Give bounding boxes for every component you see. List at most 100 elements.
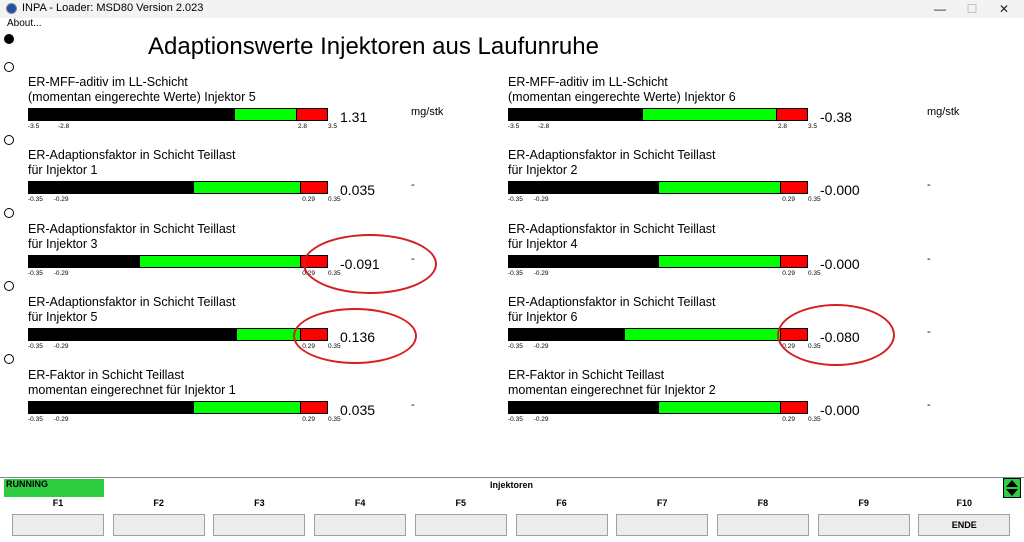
gauge-unit: mg/stk (927, 106, 960, 118)
radio-2[interactable] (4, 62, 14, 72)
gauge-tick-label: 0.29 (302, 416, 315, 423)
gauge-tick-label: -0.29 (533, 343, 549, 350)
gauge-bar (28, 255, 328, 268)
gauge-tick-label: -0.29 (53, 196, 69, 203)
gauge-tick-label: -0.29 (533, 416, 549, 423)
fkey-button-5[interactable] (414, 514, 507, 536)
gauge-tick-label: -2.8 (538, 123, 550, 130)
gauge-label-line2: momentan eingerechnet für Injektor 2 (508, 383, 716, 397)
fkey-label-9: F9 (858, 498, 869, 508)
gauge-fill (29, 329, 238, 340)
gauge-tick-label: -0.29 (533, 270, 549, 277)
gauge-tick-label: -3.5 (508, 123, 520, 130)
fkey-label-8: F8 (757, 498, 769, 508)
close-icon[interactable]: ✕ (998, 2, 1010, 16)
menu-bar: About... (0, 18, 1024, 30)
radio-3[interactable] (4, 135, 14, 145)
fkey-label-4: F4 (354, 498, 366, 508)
title-bar: INPA - Loader: MSD80 Version 2.023 — ☐ ✕ (0, 0, 1024, 18)
gauge-label-line1: ER-Adaptionsfaktor in Schicht Teillast (28, 295, 236, 309)
radio-1[interactable] (4, 34, 14, 44)
fkey-label-10: F10 (956, 498, 973, 508)
gauge-fill (29, 402, 194, 413)
gauge-bar (508, 108, 808, 121)
gauge-zone-high (781, 256, 807, 267)
fkey-label-7: F7 (656, 498, 668, 508)
gauge-value: 0.035 (340, 402, 376, 418)
scroll-arrows-icon[interactable] (1003, 478, 1021, 498)
gauge-tick-label: -0.29 (53, 270, 69, 277)
gauge-label-line1: ER-Adaptionsfaktor in Schicht Teillast (28, 222, 236, 236)
gauge-tick-label: 0.29 (302, 196, 315, 203)
gauge-tick-label: -2.8 (58, 123, 70, 130)
gauge-tick-label: 0.29 (782, 270, 795, 277)
gauge-fill (29, 182, 194, 193)
fkey-label-2: F2 (153, 498, 164, 508)
gauge-tick-label: -0.35 (508, 416, 523, 423)
radio-4[interactable] (4, 208, 14, 218)
gauge-value: -0.000 (820, 402, 860, 418)
gauge-bar (28, 181, 328, 194)
gauge-bar (28, 328, 328, 341)
gauge-zone-high (301, 182, 327, 193)
gauge-fill (509, 256, 659, 267)
fkey-label-3: F3 (254, 498, 265, 508)
gauge-label-line2: für Injektor 4 (508, 237, 578, 251)
gauge-bar (28, 401, 328, 414)
red-circle-annotation (293, 308, 417, 364)
gauge-tick-label: -0.35 (28, 343, 43, 350)
gauge-tick-label: 0.35 (328, 416, 341, 423)
fkey-label-5: F5 (455, 498, 467, 508)
fkey-button-4[interactable] (314, 514, 407, 536)
fkey-button-9[interactable] (817, 514, 910, 536)
red-circle-annotation (303, 234, 437, 294)
gauge-unit: - (927, 399, 931, 411)
gauge-bar (508, 181, 808, 194)
gauge-label-line2: für Injektor 3 (28, 237, 98, 251)
gauge-tick-label: -0.35 (508, 343, 523, 350)
fkey-button-2[interactable] (112, 514, 205, 536)
gauge-tick-label: -3.5 (28, 123, 40, 130)
gauge-tick-label: -0.35 (508, 270, 523, 277)
gauge-label-line2: für Injektor 1 (28, 163, 98, 177)
gauge-value: -0.000 (820, 182, 860, 198)
gauge-label-line1: ER-Adaptionsfaktor in Schicht Teillast (508, 222, 716, 236)
gauge-fill (509, 329, 625, 340)
gauge-zone-high (301, 402, 327, 413)
gauge-tick-label: -0.35 (28, 270, 43, 277)
screen-name: Injektoren (490, 480, 534, 490)
gauge-zone-high (781, 402, 807, 413)
gauge-label: ER-Adaptionsfaktor in Schicht Teillast fü… (28, 148, 236, 178)
radio-5[interactable] (4, 281, 14, 291)
fkey-button-7[interactable] (616, 514, 709, 536)
status-line (0, 477, 1024, 498)
minimize-icon[interactable]: — (934, 2, 946, 16)
gauge-label: ER-MFF-aditiv im LL-Schicht (momentan ein… (508, 75, 736, 105)
gauge-label-line1: ER-Adaptionsfaktor in Schicht Teillast (508, 148, 716, 162)
fkey-button-10[interactable]: ENDE (918, 514, 1011, 536)
gauge-label-line1: ER-Faktor in Schicht Teillast (508, 368, 665, 382)
gauge-tick-label: 0.29 (782, 416, 795, 423)
menu-about[interactable]: About... (7, 18, 42, 29)
fkey-button-1[interactable] (12, 514, 104, 536)
gauge-label: ER-Adaptionsfaktor in Schicht Teillast fü… (508, 222, 716, 252)
gauge-label-line1: ER-Adaptionsfaktor in Schicht Teillast (508, 295, 716, 309)
gauge-tick-label: -0.35 (508, 196, 523, 203)
red-circle-annotation (777, 304, 895, 366)
fkey-label-1: F1 (52, 498, 64, 508)
maximize-icon[interactable]: ☐ (966, 2, 978, 16)
fkey-label-6: F6 (556, 498, 567, 508)
gauge-fill (29, 109, 236, 120)
fkey-button-3[interactable] (213, 514, 306, 536)
radio-6[interactable] (4, 354, 14, 364)
gauge-label-line2: für Injektor 6 (508, 310, 578, 324)
gauge-tick-label: 0.35 (328, 196, 341, 203)
fkey-button-6[interactable] (515, 514, 608, 536)
gauge-tick-label: 3.5 (808, 123, 818, 130)
gauge-label-line2: für Injektor 2 (508, 163, 578, 177)
gauge-fill (509, 109, 643, 120)
page-title: Adaptionswerte Injektoren aus Laufunruhe (148, 33, 599, 60)
fkey-button-8[interactable] (716, 514, 809, 536)
gauge-bar (28, 108, 328, 121)
gauge-label-line1: ER-Faktor in Schicht Teillast (28, 368, 185, 382)
